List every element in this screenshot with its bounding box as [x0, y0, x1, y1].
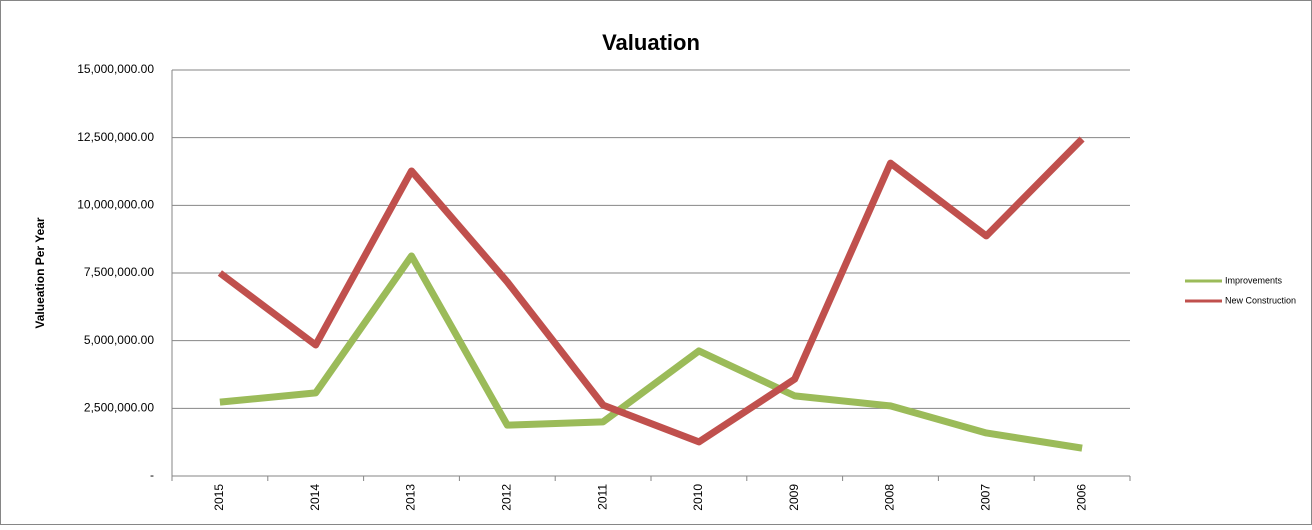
x-tick-label: 2014 — [308, 484, 322, 511]
y-tick-label: 7,500,000.00 — [84, 265, 154, 279]
x-tick-label: 2013 — [404, 484, 418, 511]
y-tick-label: 12,500,000.00 — [77, 130, 154, 144]
y-tick-label: 2,500,000.00 — [84, 401, 154, 415]
chart-title: Valuation — [602, 30, 700, 55]
y-tick-label: 10,000,000.00 — [77, 198, 154, 212]
y-tick-label: - — [150, 468, 154, 482]
legend-label: New Construction — [1225, 295, 1296, 305]
x-tick-label: 2015 — [212, 484, 226, 511]
series-line — [217, 136, 1085, 446]
x-tick-label: 2007 — [978, 484, 992, 511]
y-axis-label: Valueation Per Year — [33, 217, 47, 329]
y-tick-label: 15,000,000.00 — [77, 62, 154, 76]
series-line — [219, 252, 1083, 452]
legend-label: Improvements — [1225, 275, 1283, 285]
x-tick-label: 2006 — [1074, 484, 1088, 511]
x-tick-label: 2008 — [883, 484, 897, 511]
x-tick-label: 2010 — [691, 484, 705, 511]
x-tick-label: 2011 — [595, 484, 609, 510]
x-tick-label: 2009 — [787, 484, 801, 511]
x-tick-label: 2012 — [499, 484, 513, 511]
y-tick-label: 5,000,000.00 — [84, 333, 154, 347]
